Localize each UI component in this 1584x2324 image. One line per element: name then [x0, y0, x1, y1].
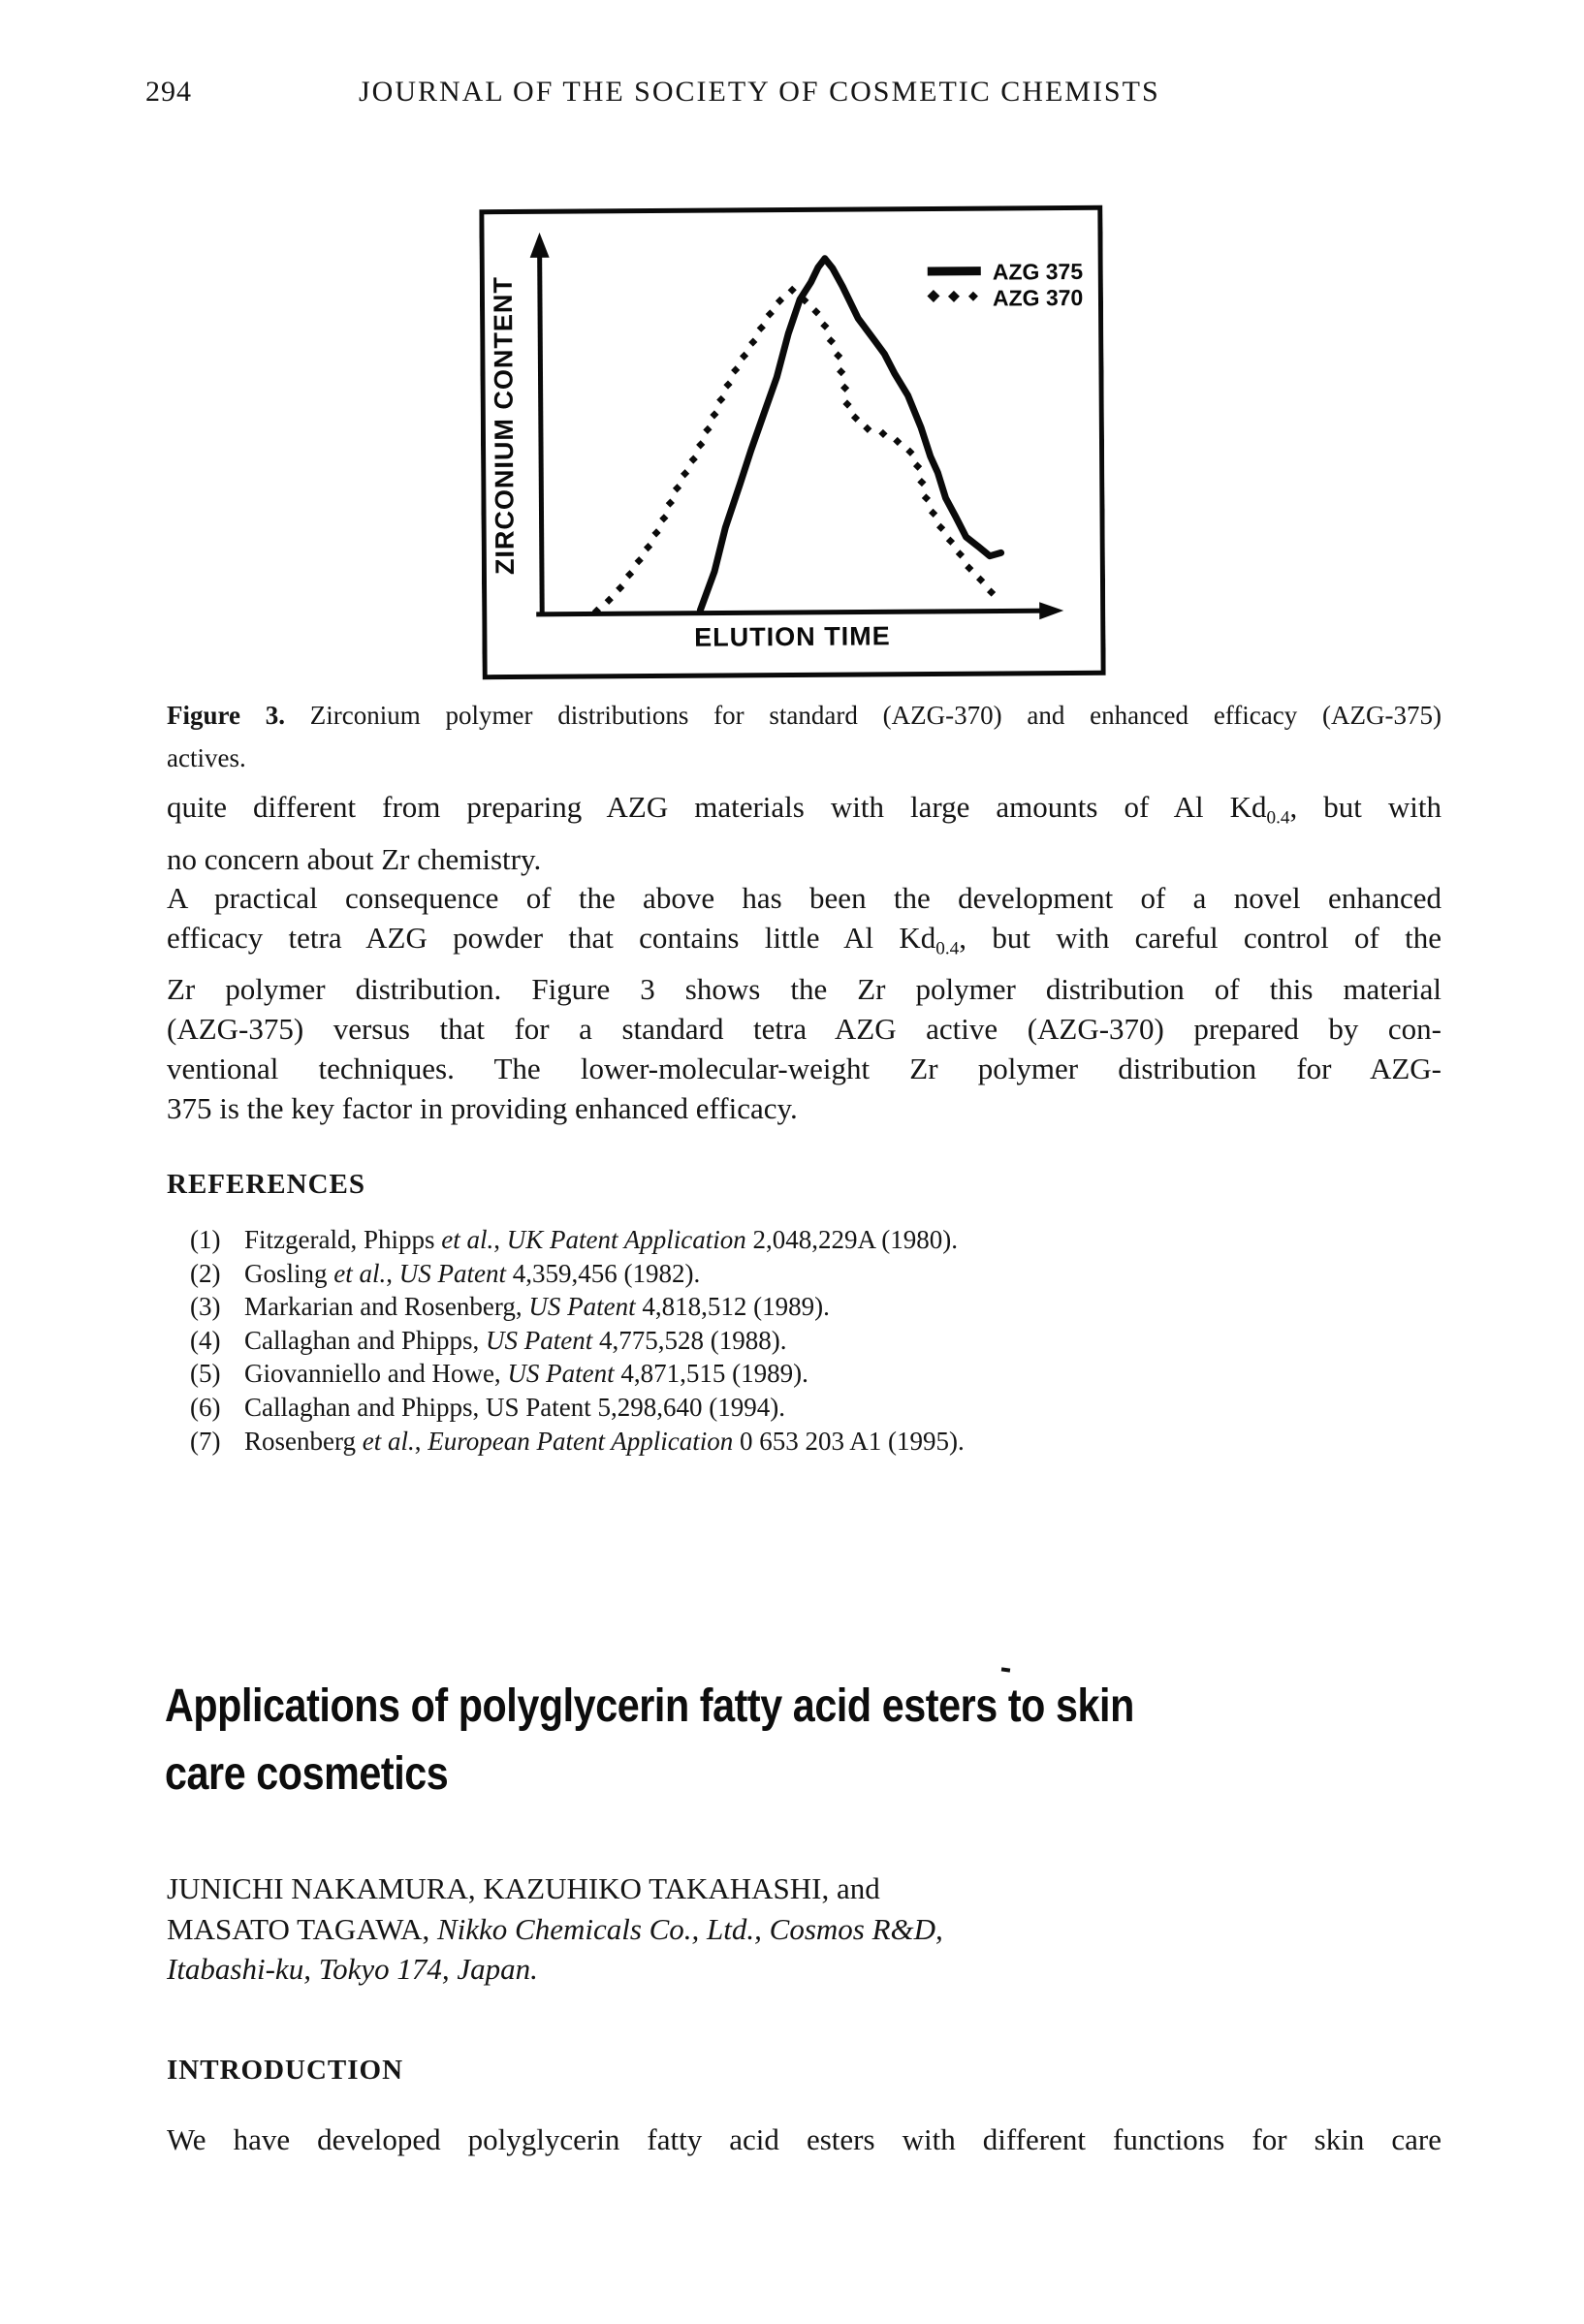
text-line: 375 is the key factor in providing enhan…	[167, 1090, 798, 1125]
caption-line: actives.	[167, 743, 246, 772]
introduction-paragraph: We have developed polyglycerin fatty aci…	[167, 2122, 1441, 2156]
figure-border	[479, 204, 1106, 680]
legend-label-azg370: AZG 370	[993, 285, 1084, 311]
caption-text: Zirconium polymer distributions for stan…	[285, 701, 1441, 730]
authors-line: JUNICHI NAKAMURA, KAZUHIKO TAKAHASHI, an…	[167, 1871, 880, 1905]
text-line: ventional techniques. The lower-molecula…	[167, 1051, 1441, 1085]
authors-line: MASATO TAGAWA, Nikko Chemicals Co., Ltd.…	[167, 1911, 943, 1946]
curve-azg370	[591, 285, 997, 615]
caption-line: Figure 3. Zirconium polymer distribution…	[167, 694, 1441, 737]
curve-azg375	[696, 255, 1005, 614]
reference-item: (4) Callaghan and Phipps, US Patent 4,775…	[190, 1325, 787, 1355]
y-axis	[529, 232, 550, 614]
scan-artifact-mark	[1000, 1667, 1011, 1673]
y-axis-label: ZIRCONIUM CONTENT	[489, 276, 520, 575]
page-number: 294	[145, 76, 192, 108]
reference-item: (1) Fitzgerald, Phipps et al., UK Patent …	[190, 1225, 958, 1254]
reference-item: (7) Rosenberg et al., European Patent App…	[190, 1426, 965, 1456]
article-title-line: Applications of polyglycerin fatty acid …	[165, 1680, 1134, 1732]
article-title-line: care cosmetics	[165, 1748, 449, 1800]
references-heading: REFERENCES	[167, 1169, 365, 1200]
article-title: Applications of polyglycerin fatty acid …	[165, 1673, 1134, 1808]
caption-label: Figure 3.	[167, 701, 286, 730]
authors-line: Itabashi-ku, Tokyo 174, Japan.	[167, 1952, 538, 1986]
reference-item: (5) Giovanniello and Howe, US Patent 4,87…	[190, 1359, 808, 1389]
body-paragraph-1: quite different from preparing AZG mater…	[167, 787, 1441, 880]
x-axis	[536, 602, 1064, 620]
figure-caption: Figure 3. Zirconium polymer distribution…	[167, 694, 1441, 779]
introduction-heading: INTRODUCTION	[167, 2055, 404, 2086]
chart-svg: ZIRCONIUM CONTENT ELUTION TIME AZG 375 A…	[479, 204, 1106, 680]
chart-curves	[591, 255, 1005, 615]
legend-marker-azg370	[927, 289, 978, 302]
reference-item: (6) Callaghan and Phipps, US Patent 5,298…	[190, 1392, 785, 1422]
text-line: (AZG-375) versus that for a standard tet…	[167, 1011, 1441, 1046]
subscript: 0.4	[935, 938, 960, 959]
figure-box: ZIRCONIUM CONTENT ELUTION TIME AZG 375 A…	[479, 204, 1106, 680]
legend-label-azg375: AZG 375	[993, 259, 1084, 285]
reference-item: (3) Markarian and Rosenberg, US Patent 4,…	[190, 1292, 830, 1322]
subscript: 0.4	[1266, 807, 1290, 829]
reference-item: (2) Gosling et al., US Patent 4,359,456 (…	[190, 1258, 701, 1288]
body-paragraph-2: A practical consequence of the above has…	[167, 878, 1441, 1128]
running-title: JOURNAL OF THE SOCIETY OF COSMETIC CHEMI…	[359, 76, 1160, 108]
x-axis-label: ELUTION TIME	[694, 621, 891, 651]
references-list: (1) Fitzgerald, Phipps et al., UK Patent …	[190, 1223, 965, 1458]
chart-legend: AZG 375 AZG 370	[927, 259, 1083, 311]
text-line: A practical consequence of the above has…	[167, 881, 1441, 915]
authors-block: JUNICHI NAKAMURA, KAZUHIKO TAKAHASHI, an…	[167, 1869, 943, 1990]
text-line: quite different from preparing AZG mater…	[167, 790, 1441, 829]
text-line: no concern about Zr chemistry.	[167, 841, 542, 876]
text-line: Zr polymer distribution. Figure 3 shows …	[167, 971, 1441, 1006]
text-line: efficacy tetra AZG powder that contains …	[167, 921, 1441, 959]
